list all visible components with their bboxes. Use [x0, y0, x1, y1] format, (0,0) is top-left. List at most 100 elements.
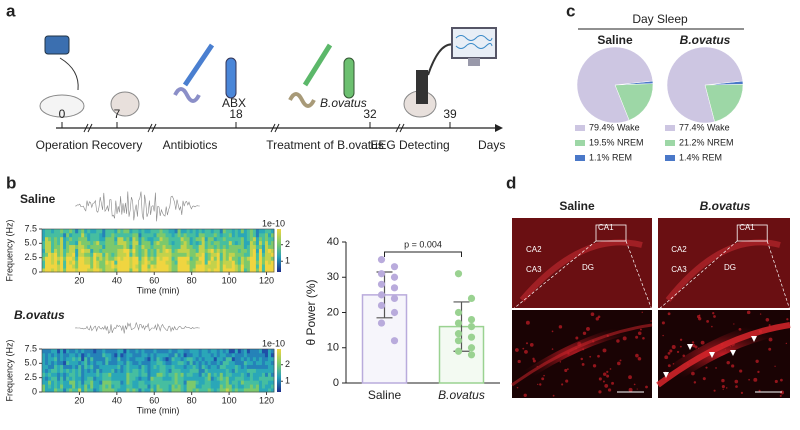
spectrogram-cell [165, 264, 169, 269]
spectrogram-cell [111, 244, 115, 249]
spectrogram-cell [147, 236, 151, 242]
spectrogram-cell [225, 252, 230, 257]
spectrogram-cell [207, 240, 212, 246]
spectrogram-cell [63, 244, 67, 249]
spectrogram-cell [111, 264, 115, 269]
spectrogram-cell [186, 240, 191, 246]
spectrogram-cell [240, 244, 245, 249]
spectrogram-cell [270, 368, 275, 373]
arrowhead [751, 336, 757, 342]
spectrogram-cell [240, 236, 245, 242]
spectrogram-cell [177, 356, 181, 362]
cell-signal [733, 323, 735, 325]
spectrogram-cell [120, 232, 124, 238]
spectrogram-cell [180, 360, 185, 366]
spectrogram-cell [159, 229, 163, 234]
tube-icon [343, 57, 355, 99]
pie-slice [704, 84, 744, 123]
spectrogram-cell [126, 388, 130, 393]
spectrogram-cell [180, 376, 185, 381]
spectrogram-cell [126, 260, 130, 265]
spectrogram-cell [66, 349, 70, 354]
spectrogram-cell [162, 368, 166, 373]
gut-icon [173, 87, 201, 103]
spectrogram-cell [78, 260, 82, 265]
spectrogram-cell [42, 268, 46, 273]
cell-signal [586, 326, 590, 331]
spectrogram-cell [66, 368, 70, 373]
spectrogram-cell [147, 364, 151, 369]
spectrogram-cell [171, 232, 175, 238]
spectrogram-cell [141, 260, 145, 265]
colorbar [277, 229, 281, 272]
spectrogram-cell [105, 360, 109, 366]
spectrogram-cell [117, 380, 121, 385]
spectrogram-cell [219, 236, 224, 242]
spectrogram-cell [189, 349, 194, 354]
spectrogram-cell [57, 356, 61, 362]
spectrogram-cell [267, 376, 272, 381]
spectrogram-cell [198, 256, 203, 261]
cell-signal [667, 312, 671, 316]
spectrogram-cell [216, 376, 221, 381]
spectrogram-cell [195, 349, 200, 354]
spectrogram-cell [153, 244, 157, 249]
spectrogram-cell [246, 388, 251, 393]
spectrogram-cell [246, 240, 251, 246]
spectrogram-cell [111, 360, 115, 366]
spectrogram-cell [177, 349, 181, 354]
spectrogram-cell [252, 229, 257, 234]
spectrogram-cell [108, 268, 112, 273]
spectrogram-cell [177, 380, 181, 385]
spectrogram-cell [57, 260, 61, 265]
cell-signal [698, 317, 702, 321]
spectrogram-cell [144, 384, 148, 389]
spectrogram-cell [63, 232, 67, 238]
spectrogram-cell [57, 388, 61, 393]
spectrogram-cell [72, 364, 76, 369]
spectrogram-cell [96, 364, 100, 369]
spectrogram-cell [168, 236, 172, 242]
cell-signal [606, 374, 610, 378]
spectrogram-cell [81, 360, 85, 366]
spectrogram-cell [84, 264, 88, 269]
spectrogram-cell [195, 264, 200, 269]
spectrogram-cell [237, 376, 242, 381]
spectrogram-cell [228, 260, 233, 265]
spectrogram-cell [198, 368, 203, 373]
spectrogram-cell [108, 376, 112, 381]
spectrogram-cell [210, 372, 215, 377]
spectrogram-cell [102, 264, 106, 269]
spectrogram-cell [105, 252, 109, 257]
spectrogram-cell [192, 349, 197, 354]
spectrogram-cell [159, 232, 163, 238]
spectrogram-cell [252, 232, 257, 238]
spectrogram-cell [213, 240, 218, 246]
spectrogram-cell [255, 356, 260, 362]
spectrogram-cell [198, 232, 203, 238]
cell-signal [590, 312, 595, 317]
y-tick-label: 0 [32, 266, 37, 276]
spectrogram-cell [156, 240, 160, 246]
spectrogram-cell [186, 364, 191, 369]
spectrogram-cell [69, 244, 73, 249]
spectrogram-cell [69, 380, 73, 385]
spectrogram-cell [87, 368, 91, 373]
spectrogram-cell [183, 248, 188, 253]
spectrogram-cell [267, 236, 272, 242]
spectrogram-cell [183, 256, 188, 261]
spectrogram-cell [129, 368, 133, 373]
region-label: CA2 [526, 245, 542, 254]
spectrogram-cell [255, 384, 260, 389]
spectrogram-cell [204, 349, 209, 354]
spectrogram-cell [261, 240, 266, 246]
spectrogram-cell [216, 264, 221, 269]
spectrogram-cell [222, 252, 227, 257]
monitor-stand [468, 58, 480, 66]
spectrogram-cell [252, 260, 257, 265]
spectrogram-cell [177, 264, 181, 269]
spectrogram-cell [195, 388, 200, 393]
spectrogram-cell [48, 268, 52, 273]
spectrogram-cell [240, 360, 245, 366]
